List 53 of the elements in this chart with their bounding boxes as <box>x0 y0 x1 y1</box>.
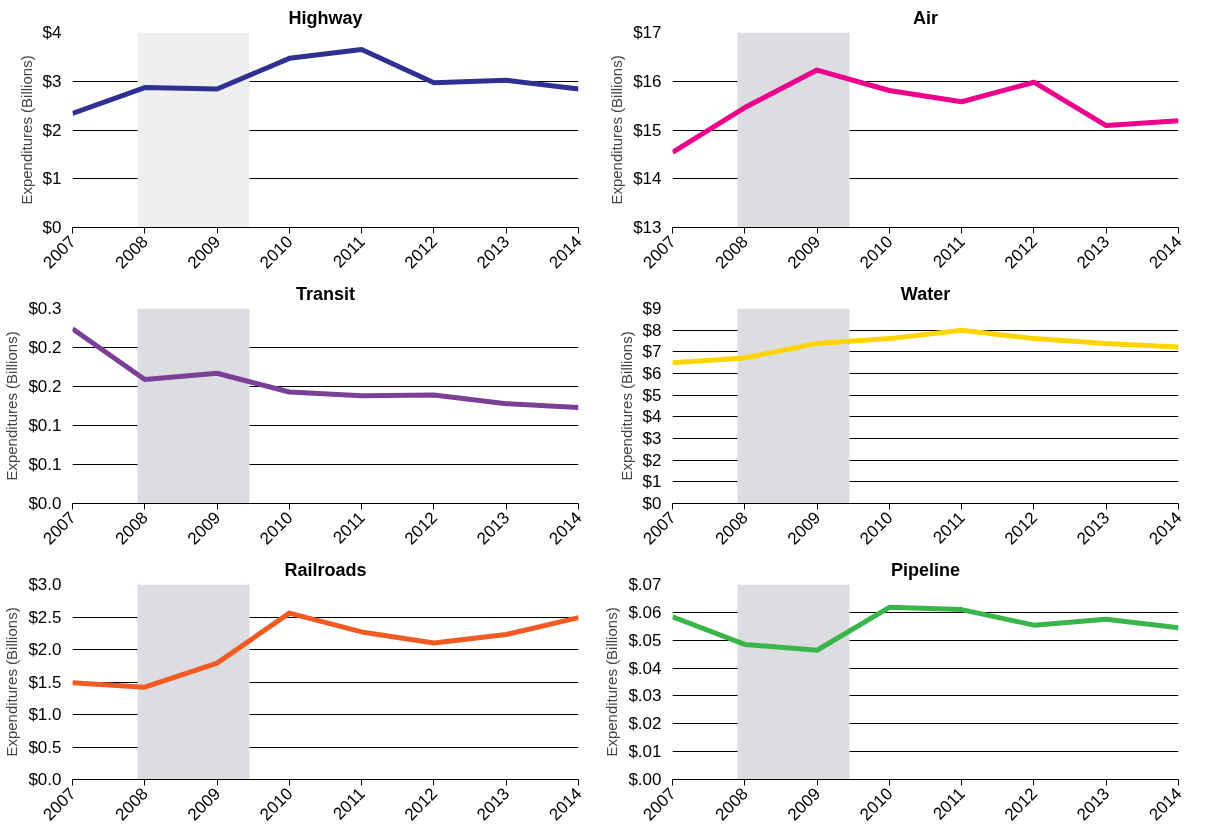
y-tick-label: $0.0 <box>28 770 62 789</box>
y-tick-label: $.04 <box>628 658 662 678</box>
y-tick-label: $1 <box>642 472 662 492</box>
y-tick-label: $.05 <box>628 630 662 650</box>
y-tick-label: $2 <box>42 120 62 140</box>
y-tick-label: $0.3 <box>28 299 62 318</box>
y-tick-label: $4 <box>42 23 62 42</box>
y-tick-label: $5 <box>642 385 662 405</box>
y-axis-title: Expenditures (Billions) <box>603 607 621 757</box>
y-tick-label: $0.2 <box>28 377 62 396</box>
y-tick-label: $.01 <box>628 742 662 762</box>
y-tick-label: $1.5 <box>28 672 62 692</box>
chart-title: Railroads <box>284 559 367 580</box>
y-tick-label: $.00 <box>628 770 662 789</box>
y-tick-label: $2.5 <box>28 607 62 627</box>
y-tick-label: $.03 <box>628 686 662 706</box>
y-tick-label: $8 <box>642 320 662 340</box>
y-tick-label: $2.0 <box>28 640 62 659</box>
y-tick-label: $3 <box>642 429 662 448</box>
y-axis-title: Expenditures (Billions) <box>608 55 626 205</box>
y-tick-label: $0.0 <box>28 494 62 513</box>
chart-title: Highway <box>288 7 363 28</box>
y-tick-label: $0 <box>642 494 662 513</box>
chart-title: Air <box>913 7 939 28</box>
y-tick-label: $1.0 <box>28 705 62 724</box>
y-tick-label: $13 <box>633 218 662 237</box>
y-tick-label: $.02 <box>628 714 662 734</box>
y-tick-label: $0.5 <box>28 737 62 757</box>
y-tick-label: $3 <box>42 71 62 91</box>
y-axis-title: Expenditures (Billions) <box>3 331 21 481</box>
y-axis-title: Expenditures (Billions) <box>17 55 35 205</box>
y-tick-label: $0.1 <box>28 416 62 435</box>
y-tick-label: $14 <box>633 169 662 189</box>
y-tick-label: $15 <box>633 120 662 140</box>
y-tick-label: $4 <box>642 407 662 427</box>
y-axis-title: Expenditures (Billions) <box>617 331 635 481</box>
y-tick-label: $3.0 <box>28 575 62 594</box>
y-tick-label: $1 <box>42 169 62 189</box>
y-tick-label: $9 <box>642 299 662 318</box>
y-tick-label: $0.2 <box>28 338 62 357</box>
y-tick-label: $16 <box>633 71 662 91</box>
y-tick-label: $2 <box>642 450 662 470</box>
y-tick-label: $17 <box>633 23 662 42</box>
chart-title: Transit <box>295 283 356 304</box>
y-tick-label: $0.1 <box>28 455 62 474</box>
chart-title: Water <box>900 283 951 304</box>
chart-title: Pipeline <box>890 559 961 580</box>
y-tick-label: $0 <box>42 218 62 237</box>
y-tick-label: $.07 <box>628 575 662 594</box>
y-tick-label: $.06 <box>628 602 662 622</box>
y-tick-label: $6 <box>642 364 662 383</box>
y-axis-title: Expenditures (Billions) <box>3 607 21 757</box>
y-tick-label: $7 <box>642 342 662 362</box>
